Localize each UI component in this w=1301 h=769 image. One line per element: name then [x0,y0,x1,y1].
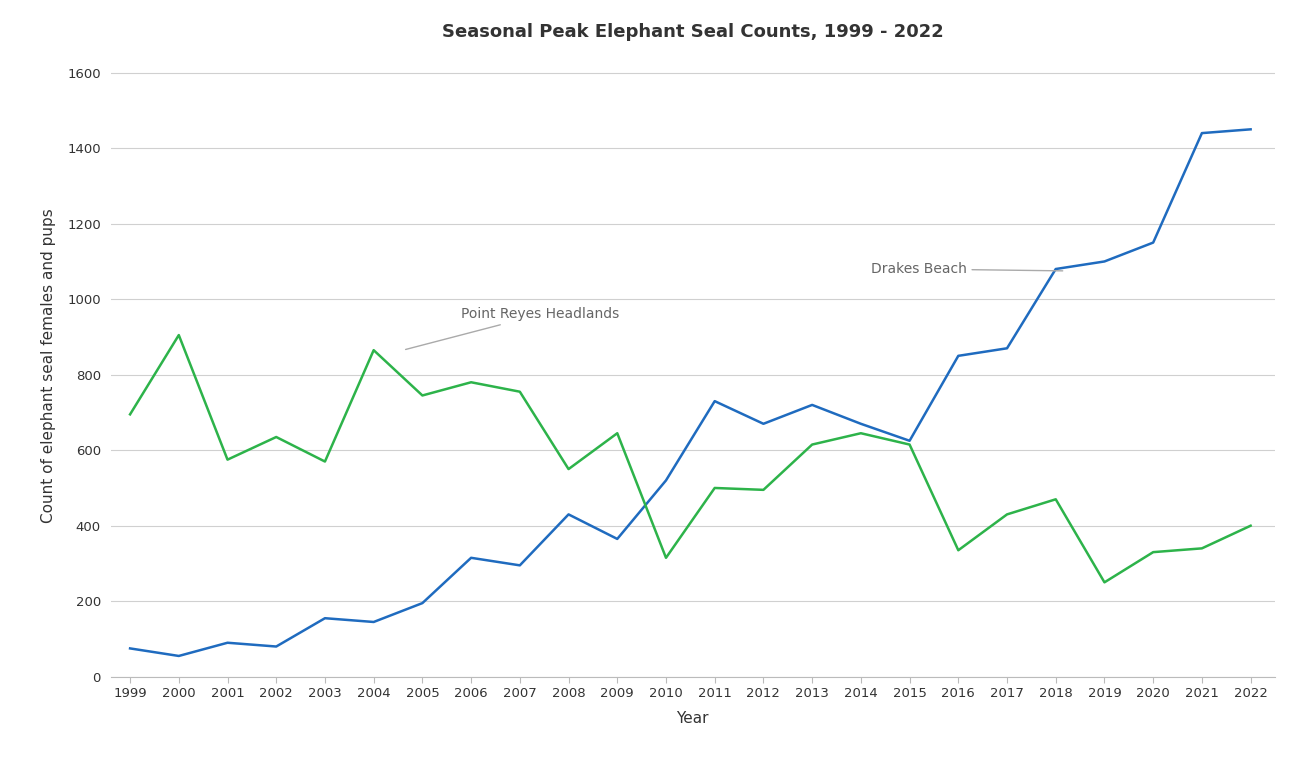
Y-axis label: Count of elephant seal females and pups: Count of elephant seal females and pups [42,208,56,523]
X-axis label: Year: Year [677,711,709,726]
Text: Point Reyes Headlands: Point Reyes Headlands [406,308,619,349]
Title: Seasonal Peak Elephant Seal Counts, 1999 - 2022: Seasonal Peak Elephant Seal Counts, 1999… [442,23,943,42]
Text: Drakes Beach: Drakes Beach [870,262,1063,276]
